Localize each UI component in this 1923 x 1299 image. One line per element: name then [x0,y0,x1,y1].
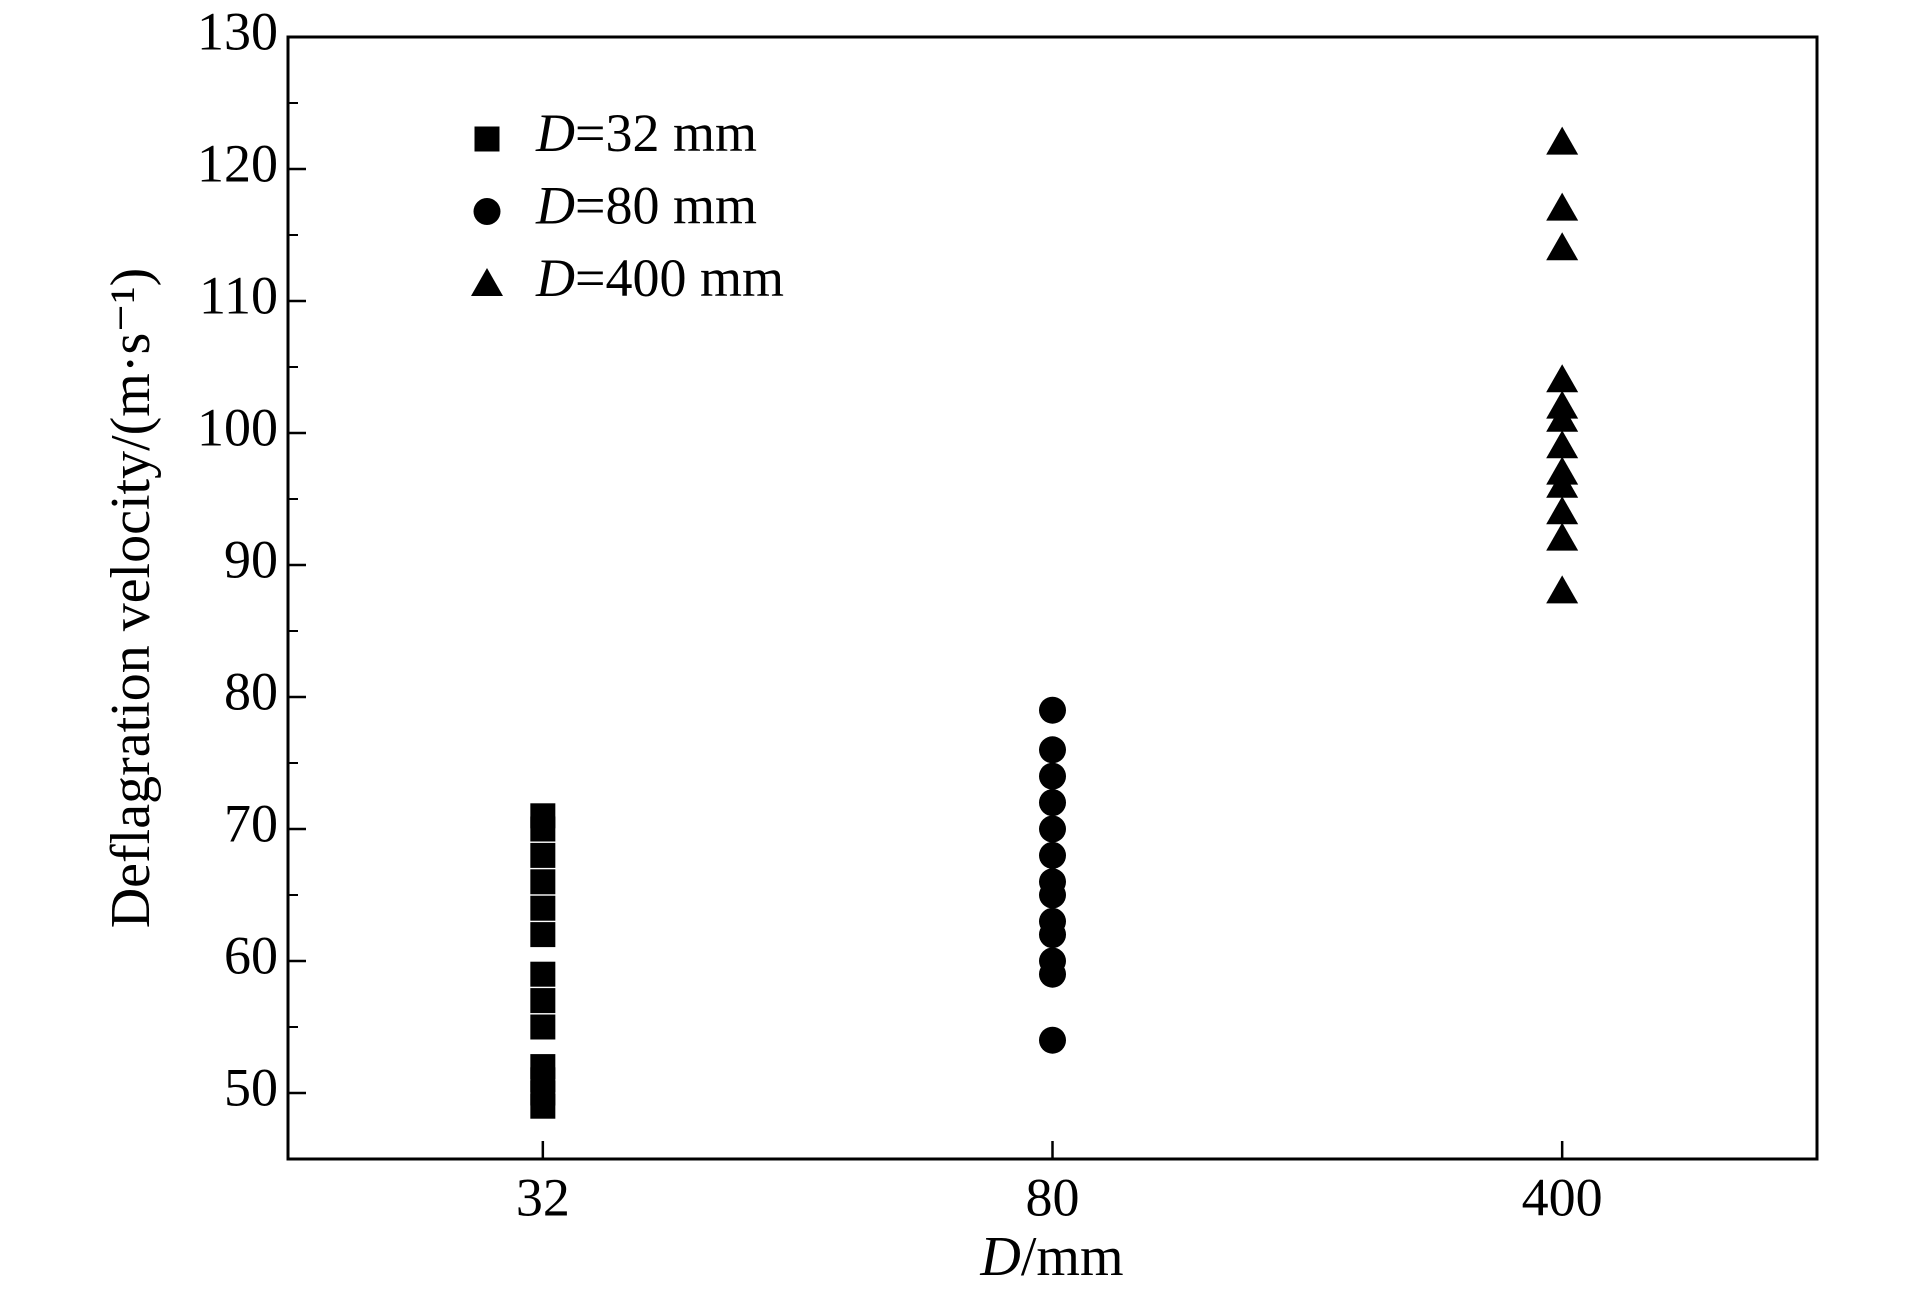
data-point [1546,232,1579,261]
x-tick-label: 400 [1522,1167,1603,1227]
y-tick-label: 110 [199,265,278,325]
data-point [530,895,556,921]
y-axis-title: Deflagration velocity/(m·s⁻¹) [100,268,162,929]
y-tick-label: 80 [224,661,278,721]
data-point [1546,496,1579,525]
data-point [1546,390,1579,419]
data-point [1039,1026,1066,1054]
y-tick-label: 90 [224,529,278,589]
data-point [1546,126,1579,155]
y-tick-label: 130 [197,1,278,61]
data-point [1039,841,1066,869]
data-point [1039,696,1066,724]
legend-marker [471,268,503,296]
data-point [1039,815,1066,843]
data-point [1039,789,1066,817]
data-point [530,922,556,948]
data-point [1039,762,1066,790]
x-tick-label: 32 [516,1167,570,1227]
data-point [530,803,556,829]
data-point [1546,192,1579,221]
y-tick-label: 120 [197,133,278,193]
data-point [530,842,556,868]
legend-label: D=32 mm [535,103,757,163]
data-point [1546,456,1579,485]
data-point [1039,907,1066,935]
data-point [530,988,556,1014]
plot-frame [286,35,1819,1161]
legend-label: D=80 mm [535,176,757,236]
y-tick-label: 60 [224,925,278,985]
legend-label: D=400 mm [535,248,784,308]
data-point [1546,430,1579,459]
data-point [1546,364,1579,393]
legend-marker [473,198,501,225]
y-tick-label: 50 [224,1057,278,1117]
data-point [530,961,556,987]
y-tick-label: 70 [224,793,278,853]
y-tick-label: 100 [197,397,278,457]
data-point [530,1014,556,1040]
x-tick-label: 80 [1026,1167,1080,1227]
data-point [1039,947,1066,975]
data-point [530,1054,556,1080]
data-point [1546,522,1579,551]
data-point [1546,575,1579,604]
data-point [1039,736,1066,764]
data-point [1039,868,1066,896]
x-axis-title: D/mm [979,1226,1123,1288]
legend-marker [474,126,500,152]
data-point [530,869,556,895]
